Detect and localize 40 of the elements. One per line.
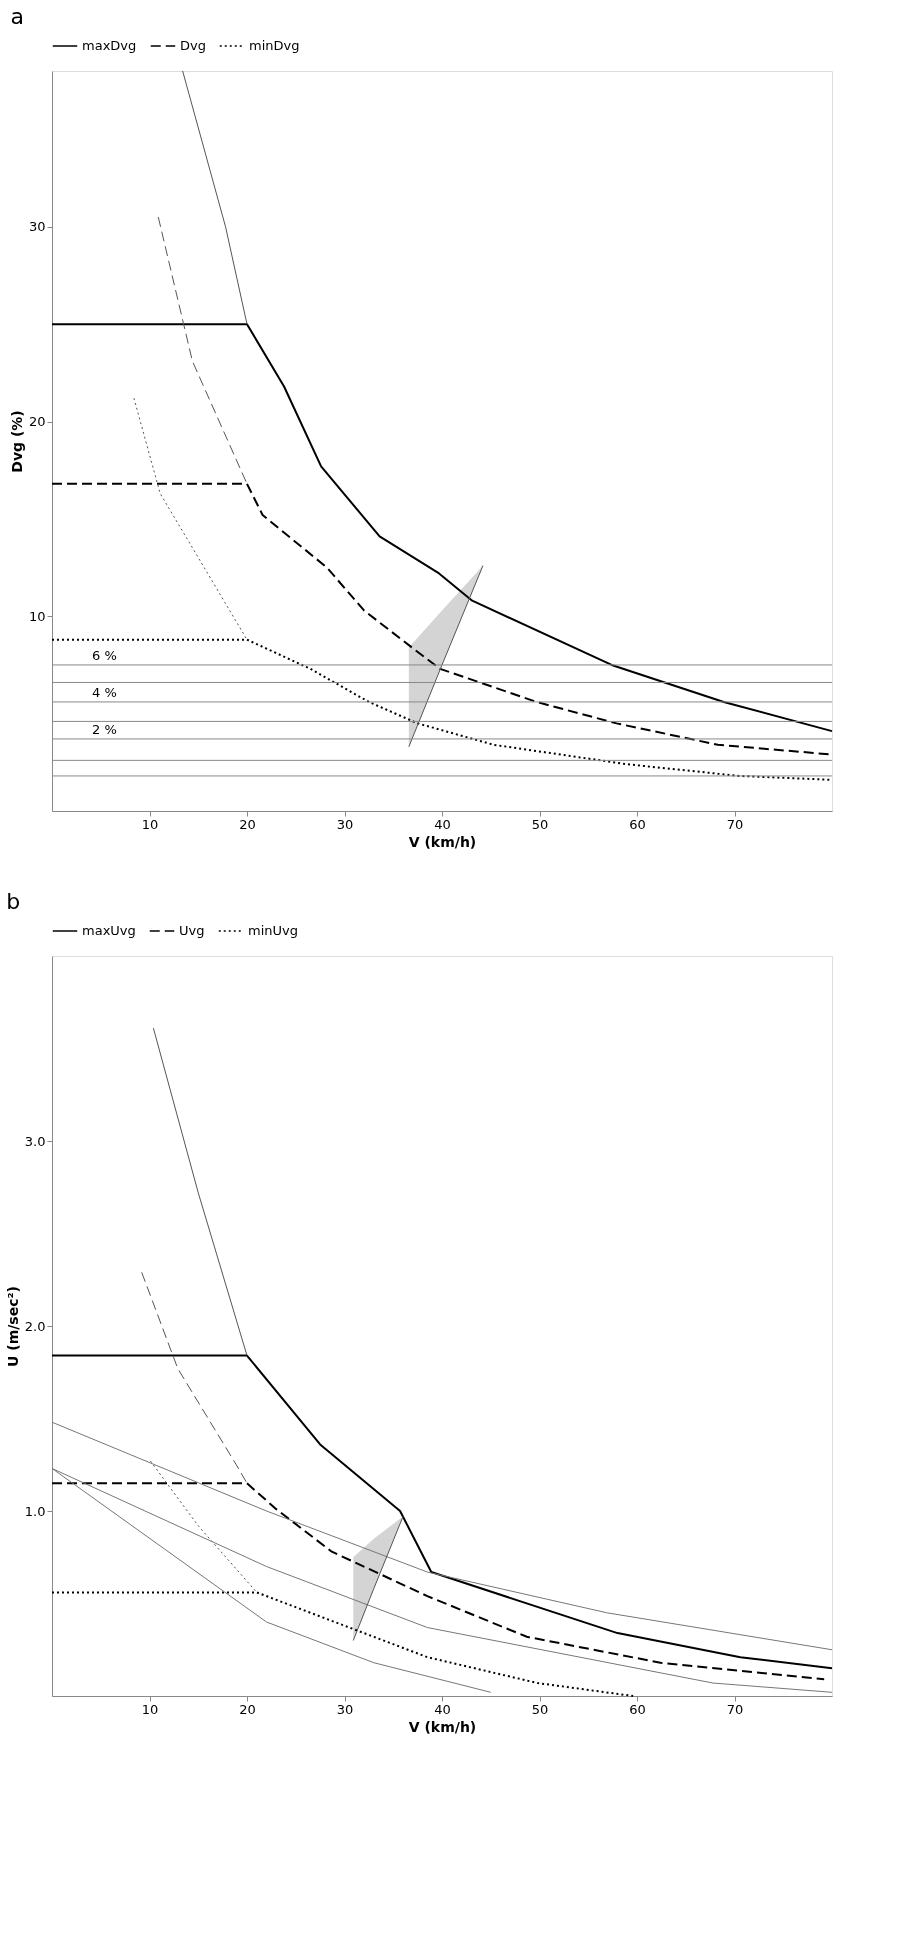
annotation: 6 % — [92, 647, 117, 663]
legend-label: maxUvg — [82, 923, 136, 938]
x-tick-label: 30 — [336, 1701, 354, 1717]
y-axis-title: U (m/sec²) — [4, 1286, 21, 1367]
x-tick-label: 40 — [434, 1701, 451, 1717]
y-tick-label: 3.0 — [24, 1133, 46, 1149]
x-tick-label: 50 — [531, 1701, 549, 1717]
x-tick-label: 20 — [239, 816, 256, 832]
chart-title: b — [6, 889, 21, 914]
legend-label: Dvg — [180, 38, 206, 53]
y-tick-label: 30 — [28, 219, 46, 235]
line-series — [51, 1421, 833, 1651]
y-tick-label: 20 — [28, 414, 46, 430]
legend-label: minDvg — [249, 38, 300, 53]
legend-label: maxDvg — [82, 38, 137, 53]
annotation: 4 % — [92, 684, 117, 700]
x-axis-title: V (km/h) — [408, 833, 477, 850]
x-axis-title: V (km/h) — [408, 1718, 477, 1735]
x-tick-label: 20 — [239, 1701, 256, 1717]
legend-label: Uvg — [179, 923, 205, 938]
y-tick-label: 10 — [28, 608, 46, 624]
x-tick-label: 30 — [336, 816, 354, 832]
x-tick-label: 60 — [629, 816, 646, 832]
x-tick-label: 10 — [141, 816, 159, 832]
line-series — [141, 1271, 248, 1484]
y-axis-title: Dvg (%) — [8, 410, 25, 473]
x-tick-label: 60 — [629, 1701, 646, 1717]
chart-title: a — [10, 4, 24, 29]
y-tick-label: 2.0 — [24, 1318, 46, 1334]
line-series — [51, 1591, 635, 1697]
x-tick-label: 70 — [726, 816, 744, 832]
x-tick-label: 70 — [726, 1701, 744, 1717]
x-tick-label: 40 — [434, 816, 451, 832]
y-tick-label: 1.0 — [24, 1503, 46, 1519]
x-tick-label: 50 — [531, 816, 549, 832]
legend-label: minUvg — [248, 923, 298, 938]
line-series — [51, 323, 833, 733]
x-tick-label: 10 — [141, 1701, 159, 1717]
annotation: 2 % — [92, 721, 117, 737]
line-series — [51, 1354, 833, 1670]
